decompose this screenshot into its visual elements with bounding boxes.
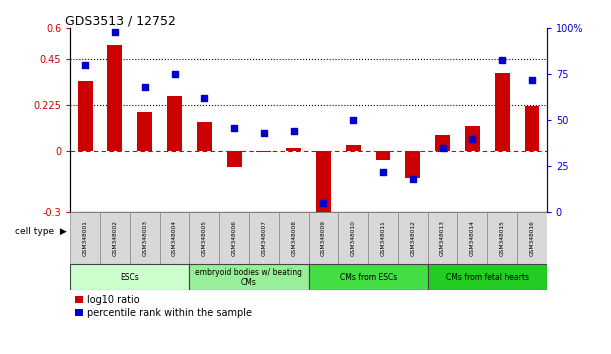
Bar (219, 212, 249, 264)
Bar (167, 96, 182, 151)
Bar (398, 212, 428, 264)
Bar (495, 73, 510, 151)
Point (497, 57, 507, 62)
Bar (286, 148, 301, 151)
Text: GSM348001: GSM348001 (82, 221, 87, 256)
Bar (257, 151, 271, 152)
Bar (70, 212, 100, 264)
Text: GSM348016: GSM348016 (530, 221, 535, 256)
Bar (227, 151, 241, 167)
Point (378, 169, 388, 175)
Bar (70, 264, 189, 290)
Text: GSM348005: GSM348005 (202, 220, 207, 256)
Bar (108, 45, 122, 151)
Text: GSM348004: GSM348004 (172, 220, 177, 256)
Bar (316, 151, 331, 217)
Bar (189, 264, 309, 290)
Point (199, 96, 209, 101)
Bar (279, 212, 309, 264)
Text: GSM348009: GSM348009 (321, 220, 326, 256)
Bar (197, 122, 212, 151)
Point (170, 72, 180, 77)
Point (110, 29, 120, 35)
Text: embryoid bodies w/ beating
CMs: embryoid bodies w/ beating CMs (196, 268, 302, 287)
Text: GSM348010: GSM348010 (351, 221, 356, 256)
Text: GDS3513 / 12752: GDS3513 / 12752 (65, 14, 177, 27)
Bar (458, 212, 488, 264)
Text: GSM348012: GSM348012 (411, 221, 415, 256)
Point (348, 118, 358, 123)
Text: GSM348011: GSM348011 (381, 221, 386, 256)
Text: CMs from ESCs: CMs from ESCs (340, 273, 397, 282)
Bar (346, 145, 360, 151)
Point (289, 129, 299, 134)
Bar (435, 135, 450, 151)
Point (80, 62, 90, 68)
Bar (309, 264, 428, 290)
Bar (428, 212, 458, 264)
Text: GSM348007: GSM348007 (262, 220, 266, 256)
Bar (338, 212, 368, 264)
Point (140, 84, 150, 90)
Bar (137, 112, 152, 151)
Bar (159, 212, 189, 264)
Text: GSM348008: GSM348008 (291, 220, 296, 256)
Bar (130, 212, 159, 264)
Bar (78, 81, 93, 151)
Text: CMs from fetal hearts: CMs from fetal hearts (446, 273, 529, 282)
Bar (428, 264, 547, 290)
Point (408, 176, 418, 182)
Bar (488, 212, 517, 264)
Text: GSM348003: GSM348003 (142, 220, 147, 256)
Bar (100, 212, 130, 264)
Legend: log10 ratio, percentile rank within the sample: log10 ratio, percentile rank within the … (75, 295, 252, 318)
Text: cell type  ▶: cell type ▶ (15, 227, 67, 236)
Bar (376, 151, 390, 160)
Bar (368, 212, 398, 264)
Text: ESCs: ESCs (120, 273, 139, 282)
Point (229, 125, 239, 131)
Point (437, 145, 447, 151)
Bar (465, 126, 480, 151)
Bar (249, 212, 279, 264)
Bar (189, 212, 219, 264)
Point (259, 130, 269, 136)
Point (318, 200, 328, 206)
Bar (405, 151, 420, 178)
Text: GSM348015: GSM348015 (500, 221, 505, 256)
Text: GSM348014: GSM348014 (470, 221, 475, 256)
Bar (309, 212, 338, 264)
Point (467, 136, 477, 142)
Point (527, 77, 537, 83)
Bar (517, 212, 547, 264)
Text: GSM348006: GSM348006 (232, 221, 236, 256)
Text: GSM348002: GSM348002 (112, 220, 117, 256)
Text: GSM348013: GSM348013 (440, 221, 445, 256)
Bar (524, 106, 540, 151)
